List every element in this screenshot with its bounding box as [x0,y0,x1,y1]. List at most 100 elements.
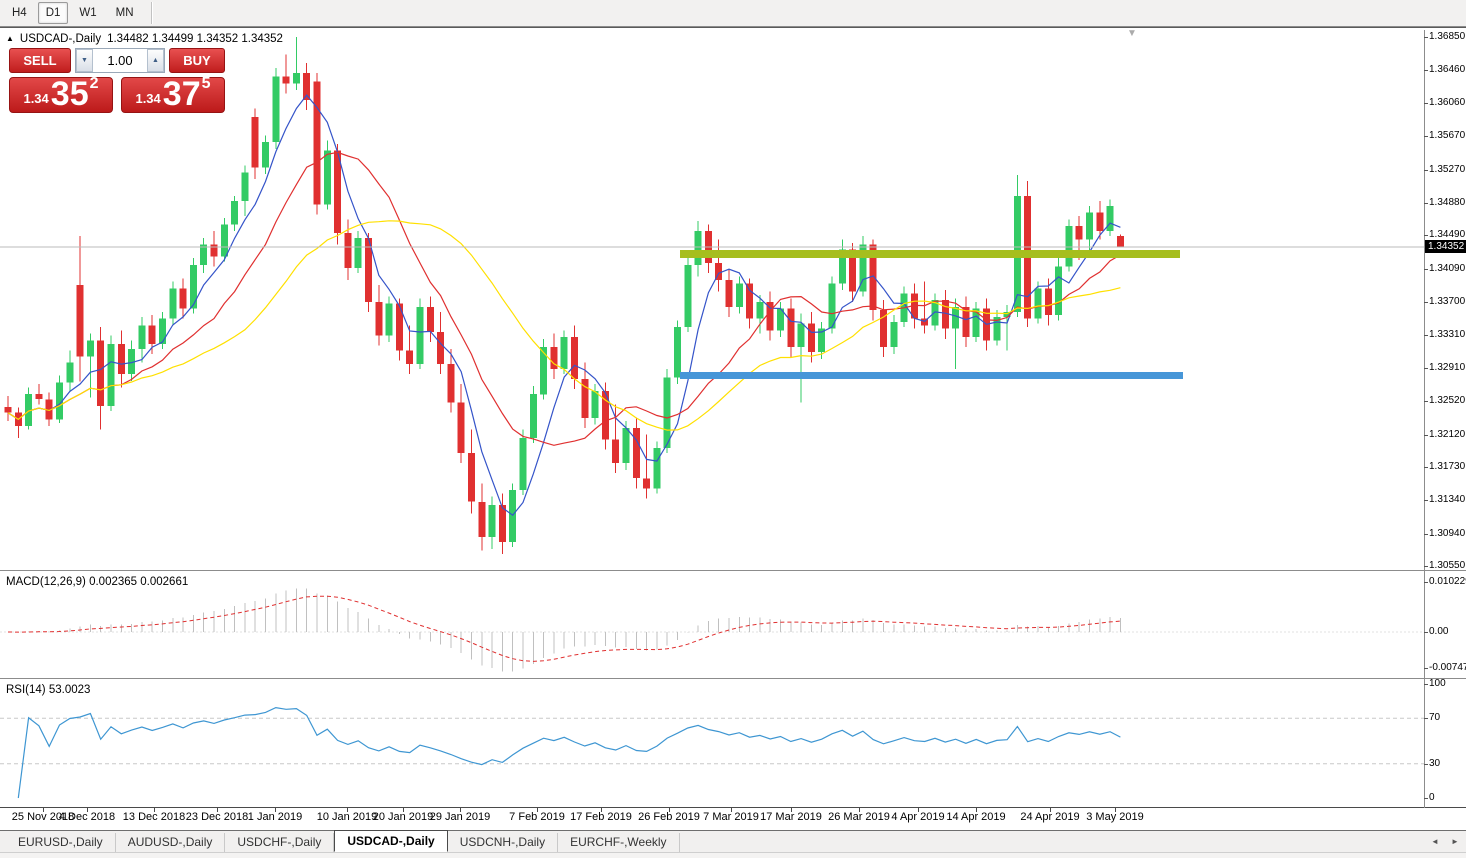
chart-tab-eurchf[interactable]: EURCHF-,Weekly [558,833,680,852]
price-scale-tick [1424,500,1428,501]
panel-separator-price-macd[interactable] [0,570,1466,571]
moving-averages-layer [7,94,1121,517]
date-tick [460,808,461,812]
support-band [680,372,1183,380]
chart-window[interactable] [0,27,1466,830]
volume-decrease-icon[interactable]: ▼ [76,49,93,72]
date-tick [87,808,88,812]
date-tick [347,808,348,812]
chart-tab-audusd[interactable]: AUDUSD-,Daily [116,833,226,852]
price-scale-tick [1424,335,1428,336]
panel-separator-macd-rsi[interactable] [0,678,1466,679]
rsi-scale-tick [1424,798,1428,799]
price-scale-label: 1.31730 [1429,461,1466,472]
price-scale-label: 1.34090 [1429,263,1466,274]
chart-tab-usdchf[interactable]: USDCHF-,Daily [225,833,335,852]
price-scale-tick [1424,70,1428,71]
date-tick [859,808,860,812]
rsi-label: RSI(14) 53.0023 [6,684,91,696]
date-label: 20 Jan 2019 [372,811,434,823]
chart-tab-usdcnh[interactable]: USDCNH-,Daily [448,833,559,852]
price-scale-tick [1424,235,1428,236]
rsi-line [17,706,1121,799]
window-bottom-edge [0,852,1466,858]
timeframe-tab-w1[interactable]: W1 [79,7,97,19]
macd-scale-tick [1424,582,1428,583]
chart-tab-bar: EURUSD-,Daily AUDUSD-,Daily USDCHF-,Dail… [0,830,1466,852]
time-axis-line [0,807,1466,808]
chart-tab-eurusd[interactable]: EURUSD-,Daily [6,833,116,852]
timeframe-tab-d1[interactable]: D1 [37,2,69,24]
date-tick [669,808,670,812]
candles-layer [4,37,1124,554]
macd-scale-label: -0.007477 [1429,662,1466,673]
date-label: 24 Apr 2019 [1020,811,1080,823]
sell-price-prefix: 1.34 [23,91,49,106]
macd-scale-tick [1424,668,1428,669]
tab-scroll-left-icon[interactable]: ◄ [1431,837,1439,846]
date-tick [154,808,155,812]
price-scale-tick [1424,170,1428,171]
date-tick [731,808,732,812]
timeframe-tab-h4[interactable]: H4 [12,7,27,19]
chart-tab-usdcad[interactable]: USDCAD-,Daily [334,830,448,852]
ma-12-line [7,151,1121,446]
date-label: 7 Feb 2019 [509,811,565,823]
date-tick [918,808,919,812]
date-label: 3 May 2019 [1086,811,1144,823]
sell-price-big-digits: 35 [50,75,89,114]
chart-symbol-label: USDCAD-,Daily [19,33,102,45]
sell-price-quote[interactable]: 1.34 35 2 [9,75,113,114]
macd-scale-tick [1424,632,1428,633]
buy-price-pip-digit: 5 [201,75,211,92]
volume-input[interactable] [93,49,147,72]
sell-button[interactable]: SELL [9,48,71,73]
rsi-scale-tick [1424,684,1428,685]
price-scale-tick [1424,368,1428,369]
volume-increase-icon[interactable]: ▲ [147,49,164,72]
price-scale-label: 1.32120 [1429,429,1466,440]
date-label: 4 Apr 2019 [891,811,945,823]
rsi-indicator-canvas[interactable] [0,679,1424,807]
price-chart-canvas[interactable] [0,30,1424,570]
date-label: 7 Mar 2019 [703,811,759,823]
price-scale-label: 1.36460 [1429,64,1466,75]
date-label: 10 Jan 2019 [316,811,378,823]
collapse-panel-icon[interactable]: ▲ [6,33,14,43]
chart-shift-marker-icon[interactable]: ▼ [1127,28,1137,39]
rsi-scale-label: 70 [1429,712,1441,723]
date-label: 26 Mar 2019 [828,811,890,823]
macd-indicator-canvas[interactable] [0,571,1424,678]
date-tick [791,808,792,812]
price-scale-tick [1424,566,1428,567]
rsi-value: 53.0023 [48,684,91,696]
timeframe-tab-mn[interactable]: MN [115,7,134,19]
buy-price-quote[interactable]: 1.34 37 5 [121,75,225,114]
price-scale-label: 1.30550 [1429,560,1466,571]
buy-button[interactable]: BUY [169,48,225,73]
toolbar-separator [150,2,153,24]
price-scale-label: 1.35670 [1429,130,1466,141]
sell-price-pip-digit: 2 [89,75,99,92]
timeframe-toolbar: H4 D1 W1 MN [0,0,1466,27]
rsi-scale-tick [1424,718,1428,719]
one-click-trading-panel: SELL ▼ ▲ BUY 1.34 35 2 1.34 37 5 [9,48,225,113]
date-tick [1050,808,1051,812]
date-label: 29 Jan 2019 [429,811,491,823]
date-tick [601,808,602,812]
date-tick [537,808,538,812]
price-scale-tick [1424,136,1428,137]
date-tick [43,808,44,812]
price-scale-label: 1.36850 [1429,31,1466,42]
price-scale-border [1424,30,1425,808]
date-tick [403,808,404,812]
price-scale-tick [1424,203,1428,204]
drawn-objects-layer[interactable] [680,249,1183,380]
date-label: 14 Apr 2019 [946,811,1006,823]
buy-price-big-digits: 37 [162,75,201,114]
macd-label: MACD(12,26,9) 0.002365 0.002661 [6,576,189,588]
macd-histogram [17,588,1121,672]
resistance-band [680,249,1180,258]
price-scale-label: 1.36060 [1429,97,1466,108]
tab-scroll-right-icon[interactable]: ► [1451,837,1459,846]
